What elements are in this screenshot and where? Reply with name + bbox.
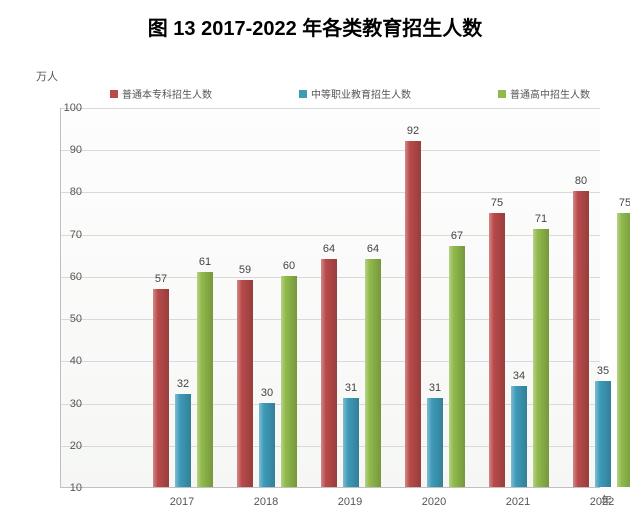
chart-container: 图 13 2017-2022 年各类教育招生人数 万人 年 普通本专科招生人数 … [0, 0, 630, 532]
bar [533, 229, 549, 487]
bar [281, 276, 297, 487]
x-tick-label: 2022 [590, 496, 614, 508]
bar [197, 272, 213, 487]
bar [573, 191, 589, 487]
bar [259, 403, 275, 487]
bar-value-label: 34 [504, 370, 534, 382]
y-tick-label: 100 [56, 102, 82, 114]
legend-swatch-icon [498, 90, 506, 98]
bar-value-label: 92 [398, 125, 428, 137]
bar-value-label: 80 [566, 175, 596, 187]
x-tick-label: 2018 [254, 496, 278, 508]
legend: 普通本专科招生人数 中等职业教育招生人数 普通高中招生人数 [110, 86, 590, 101]
bar-value-label: 60 [274, 260, 304, 272]
bar [153, 289, 169, 487]
y-tick-label: 40 [56, 355, 82, 367]
bar [617, 213, 630, 487]
bar-value-label: 59 [230, 264, 260, 276]
bar-value-label: 67 [442, 230, 472, 242]
bar [449, 246, 465, 487]
legend-label: 普通本专科招生人数 [122, 86, 212, 101]
legend-item: 普通高中招生人数 [498, 86, 590, 101]
bar-value-label: 71 [526, 213, 556, 225]
gridline [61, 150, 600, 151]
y-tick-label: 10 [56, 482, 82, 494]
bar-value-label: 32 [168, 378, 198, 390]
y-tick-label: 60 [56, 271, 82, 283]
bar [427, 398, 443, 487]
bar [511, 386, 527, 487]
bar [405, 141, 421, 487]
bar-value-label: 75 [482, 197, 512, 209]
y-tick-label: 20 [56, 440, 82, 452]
x-tick-label: 2021 [506, 496, 530, 508]
bar [237, 280, 253, 487]
legend-item: 中等职业教育招生人数 [299, 86, 411, 101]
y-tick-label: 80 [56, 186, 82, 198]
gridline [61, 192, 600, 193]
y-tick-label: 70 [56, 229, 82, 241]
legend-swatch-icon [110, 90, 118, 98]
y-tick-label: 90 [56, 144, 82, 156]
bar-value-label: 30 [252, 387, 282, 399]
bar [321, 259, 337, 487]
bar-value-label: 35 [588, 365, 618, 377]
legend-item: 普通本专科招生人数 [110, 86, 212, 101]
y-tick-label: 50 [56, 313, 82, 325]
y-axis-unit: 万人 [36, 68, 58, 84]
bar-value-label: 64 [358, 243, 388, 255]
chart-title: 图 13 2017-2022 年各类教育招生人数 [0, 0, 630, 49]
bar-value-label: 75 [610, 197, 630, 209]
gridline [61, 235, 600, 236]
bar-value-label: 57 [146, 273, 176, 285]
bar [489, 213, 505, 487]
bar-value-label: 61 [190, 256, 220, 268]
bar [343, 398, 359, 487]
y-tick-label: 30 [56, 398, 82, 410]
bar-value-label: 31 [420, 382, 450, 394]
legend-label: 普通高中招生人数 [510, 86, 590, 101]
bar [365, 259, 381, 487]
legend-label: 中等职业教育招生人数 [311, 86, 411, 101]
gridline [61, 108, 600, 109]
bar [595, 381, 611, 487]
bar-value-label: 31 [336, 382, 366, 394]
x-tick-label: 2020 [422, 496, 446, 508]
bar [175, 394, 191, 487]
x-tick-label: 2017 [170, 496, 194, 508]
x-tick-label: 2019 [338, 496, 362, 508]
plot-area: 573261593060643164923167753471803575 [60, 108, 600, 488]
legend-swatch-icon [299, 90, 307, 98]
bar-value-label: 64 [314, 243, 344, 255]
